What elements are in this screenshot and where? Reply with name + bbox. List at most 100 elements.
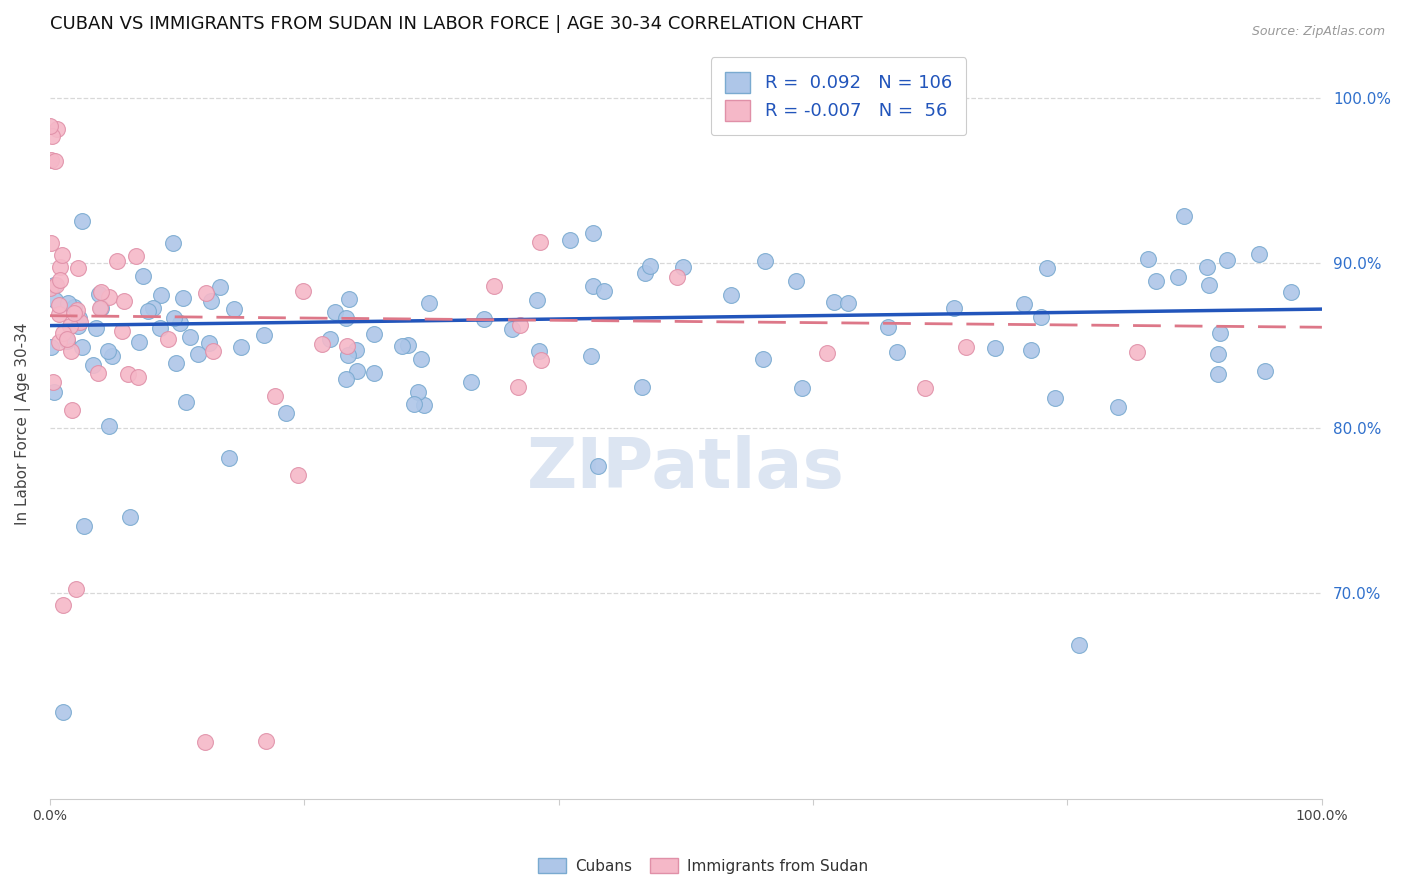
Point [44,278,66,293]
Point [138,304,160,318]
Point [785,274,807,288]
Point [149,287,172,301]
Point [1036,261,1059,276]
Point [49,273,72,287]
Point [396,338,419,352]
Point [208,280,231,294]
Point [323,305,346,319]
Point [39,281,62,295]
Point [218,451,240,466]
Point [52,326,75,340]
Point [1247,246,1270,260]
Point [149,320,172,334]
Point [90,285,112,299]
Point [56,334,79,348]
Point [174,395,197,409]
Point [128,335,150,350]
Point [319,332,342,346]
Point [52,599,75,613]
Point [46,122,69,136]
Point [179,330,201,344]
Point [224,302,246,317]
Point [165,356,187,370]
Point [51,248,73,262]
Point [672,260,695,274]
Point [1215,253,1237,268]
Point [311,336,333,351]
Text: Source: ZipAtlas.com: Source: ZipAtlas.com [1251,25,1385,38]
Point [335,372,357,386]
Point [1019,343,1042,358]
Text: CUBAN VS IMMIGRANTS FROM SUDAN IN LABOR FORCE | AGE 30-34 CORRELATION CHART: CUBAN VS IMMIGRANTS FROM SUDAN IN LABOR … [49,15,862,33]
Point [63,300,86,314]
Point [527,344,550,359]
Point [914,382,936,396]
Point [105,254,128,268]
Point [1137,252,1160,266]
Point [720,287,742,301]
Point [60,344,83,359]
Point [84,321,107,335]
Point [593,285,616,299]
Point [41,340,63,354]
Point [501,321,523,335]
Point [1012,297,1035,311]
Point [335,310,357,325]
Text: ZIPatlas: ZIPatlas [527,435,845,502]
Point [89,286,111,301]
Point [276,406,298,420]
Point [89,301,111,315]
Point [412,398,434,412]
Point [38,119,60,133]
Point [48,298,70,312]
Legend: Cubans, Immigrants from Sudan: Cubans, Immigrants from Sudan [531,852,875,880]
Point [418,296,440,310]
Point [39,153,62,168]
Point [1029,310,1052,324]
Point [1208,367,1230,381]
Point [101,349,124,363]
Point [409,351,432,366]
Point [751,352,773,367]
Point [127,370,149,384]
Point [194,735,217,749]
Point [97,290,120,304]
Point [73,519,96,533]
Point [529,235,551,249]
Point [579,349,602,363]
Point [70,214,93,228]
Point [506,380,529,394]
Point [1107,400,1129,414]
Point [45,278,67,293]
Point [665,269,688,284]
Point [117,367,139,381]
Point [837,295,859,310]
Point [1206,347,1229,361]
Point [44,153,66,168]
Point [1173,209,1195,223]
Point [815,346,838,360]
Y-axis label: In Labor Force | Age 30-34: In Labor Force | Age 30-34 [15,323,31,525]
Point [790,381,813,395]
Point [125,249,148,263]
Point [112,294,135,309]
Point [391,338,413,352]
Point [634,266,657,280]
Point [59,318,82,333]
Point [460,375,482,389]
Point [87,366,110,380]
Point [530,353,553,368]
Point [41,375,63,389]
Point [558,233,581,247]
Point [823,294,845,309]
Point [70,340,93,354]
Point [39,236,62,251]
Point [336,339,359,353]
Point [187,346,209,360]
Point [52,705,75,719]
Point [69,315,91,329]
Point [983,341,1005,355]
Point [287,467,309,482]
Point [1043,391,1066,405]
Point [363,327,385,342]
